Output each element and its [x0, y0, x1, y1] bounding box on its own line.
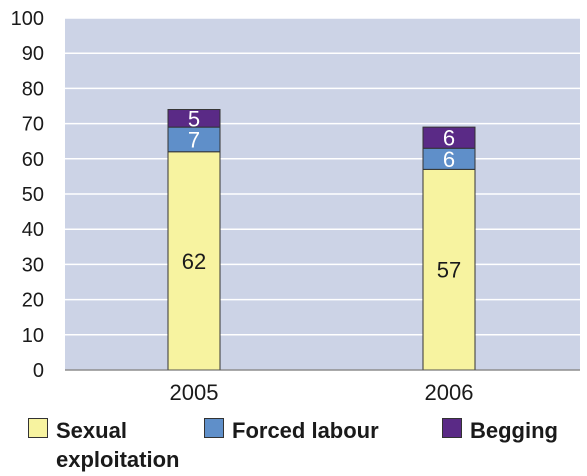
data-label: 57 [437, 258, 461, 283]
x-axis-ticks: 2005 2006 [65, 369, 580, 405]
legend-item-sexual-exploitation: Sexual exploitation [28, 416, 179, 474]
bar-segment [422, 126, 476, 149]
bar-segment [167, 151, 221, 371]
data-label: 62 [182, 249, 206, 274]
stacked-bar-chart: 0 10 20 30 40 50 60 70 80 90 100 62 75 57 66 2005 2006 [11, 8, 580, 405]
data-label: 5 [188, 106, 200, 131]
y-tick-label: 20 [22, 290, 44, 312]
y-tick-label: 50 [22, 184, 44, 206]
data-label: 6 [443, 126, 455, 151]
gridlines [65, 17, 580, 371]
legend-swatch-begging [442, 418, 462, 438]
y-tick-label: 30 [22, 254, 44, 276]
y-tick-label: 80 [22, 78, 44, 100]
bar-segment [167, 126, 221, 153]
legend-label-line1: Sexual [56, 418, 127, 443]
legend-item-begging: Begging [442, 416, 558, 445]
y-tick-label: 90 [22, 43, 44, 65]
y-tick-label: 0 [33, 360, 44, 382]
data-label: 7 [188, 127, 200, 152]
y-tick-label: 70 [22, 114, 44, 136]
legend-swatch-forced-labour [204, 418, 224, 438]
bars: 62 75 57 66 [167, 106, 476, 371]
bar-segment [422, 168, 476, 371]
x-tick-label: 2006 [425, 380, 474, 405]
legend-swatch-sexual-exploitation [28, 418, 48, 438]
legend-item-forced-labour: Forced labour [204, 416, 379, 445]
legend-label-begging: Begging [470, 418, 558, 443]
y-axis-ticks: 0 10 20 30 40 50 60 70 80 90 100 [11, 8, 44, 382]
y-tick-label: 10 [22, 325, 44, 347]
legend-label-forced-labour: Forced labour [232, 418, 379, 443]
bar-segment [167, 109, 221, 128]
data-label: 6 [443, 147, 455, 172]
y-tick-label: 100 [11, 8, 44, 30]
legend-label-sexual-exploitation: Sexual exploitation [56, 416, 179, 474]
y-tick-label: 60 [22, 149, 44, 171]
x-tick-label: 2005 [170, 380, 219, 405]
legend: Sexual exploitation Forced labour Beggin… [0, 410, 587, 476]
y-tick-label: 40 [22, 219, 44, 241]
legend-label-line2: exploitation [56, 447, 180, 472]
